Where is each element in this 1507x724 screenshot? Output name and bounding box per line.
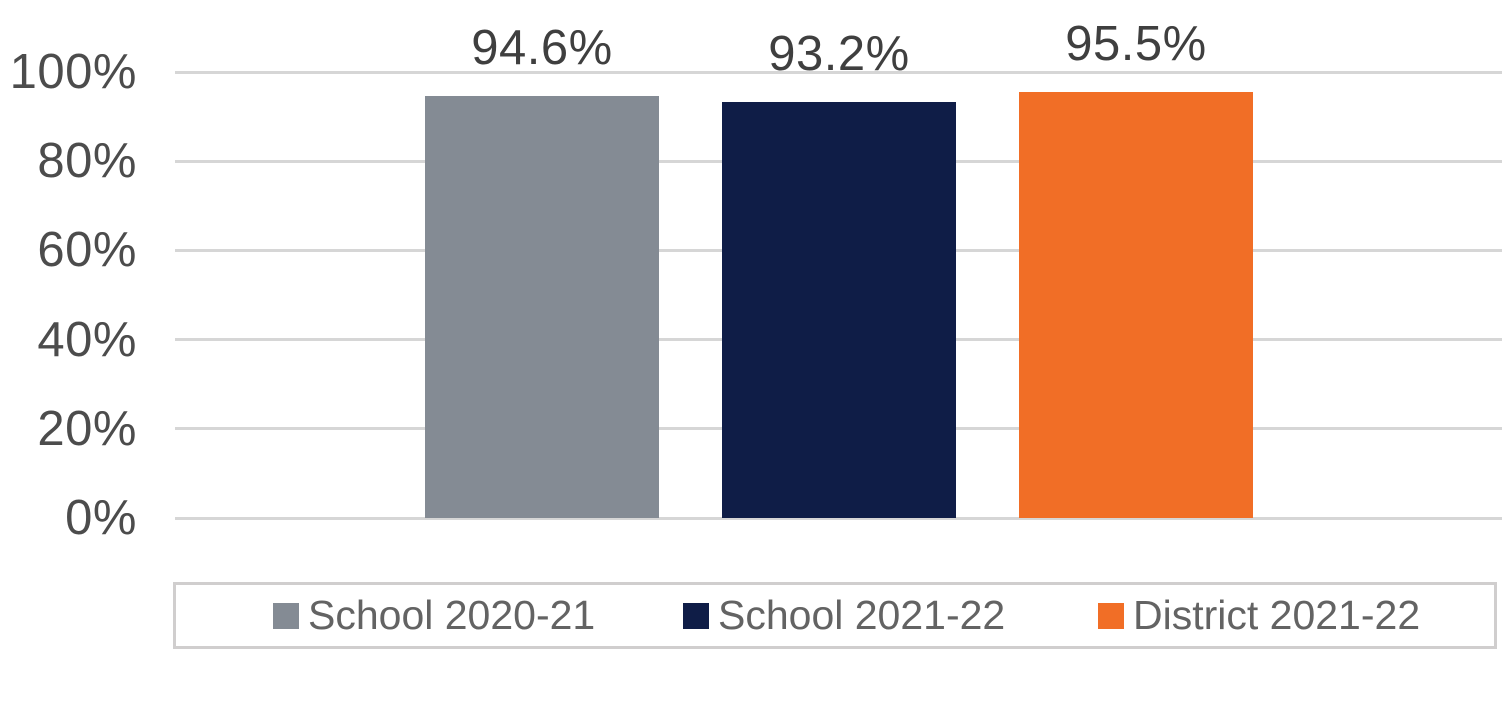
bar-school-2020-21 — [425, 96, 659, 518]
legend-label: School 2020-21 — [308, 592, 596, 638]
legend-swatch-icon — [1098, 602, 1124, 629]
gridline-100 — [175, 71, 1502, 74]
legend-item-school-2020-21: School 2020-21 — [273, 585, 595, 646]
y-axis-tick-label: 20% — [37, 402, 137, 456]
legend: School 2020-21 School 2021-22 District 202… — [173, 582, 1497, 649]
y-axis-tick-label: 60% — [37, 223, 137, 277]
y-axis-tick-label: 0% — [65, 491, 137, 545]
legend-item-district-2021-22: District 2021-22 — [1098, 585, 1420, 646]
bar-value-label: 94.6% — [471, 21, 613, 75]
legend-swatch-icon — [273, 602, 299, 629]
bar-value-label: 93.2% — [768, 27, 910, 81]
legend-label: School 2021-22 — [718, 592, 1006, 638]
legend-item-school-2021-22: School 2021-22 — [683, 585, 1005, 646]
gridline-0 — [175, 517, 1502, 520]
bar-school-2021-22 — [722, 102, 956, 518]
bar-district-2021-22 — [1019, 92, 1253, 518]
y-axis-tick-label: 80% — [37, 134, 137, 188]
y-axis-tick-label: 100% — [9, 45, 137, 99]
y-axis-tick-label: 40% — [37, 313, 137, 367]
legend-label: District 2021-22 — [1133, 592, 1421, 638]
legend-swatch-icon — [683, 602, 709, 629]
bar-value-label: 95.5% — [1065, 17, 1207, 71]
